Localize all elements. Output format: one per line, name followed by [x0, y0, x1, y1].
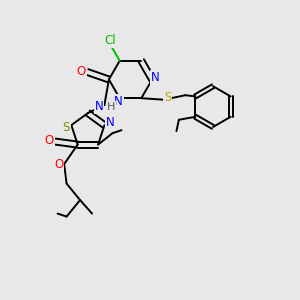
Text: N: N	[94, 100, 103, 113]
Text: O: O	[44, 134, 54, 147]
Text: N: N	[151, 70, 160, 84]
Text: H: H	[107, 101, 115, 112]
Text: Cl: Cl	[104, 34, 116, 47]
Text: N: N	[114, 95, 123, 108]
Text: S: S	[62, 121, 70, 134]
Text: O: O	[77, 64, 86, 78]
Text: S: S	[164, 91, 171, 104]
Text: N: N	[106, 116, 114, 129]
Text: O: O	[54, 158, 63, 172]
